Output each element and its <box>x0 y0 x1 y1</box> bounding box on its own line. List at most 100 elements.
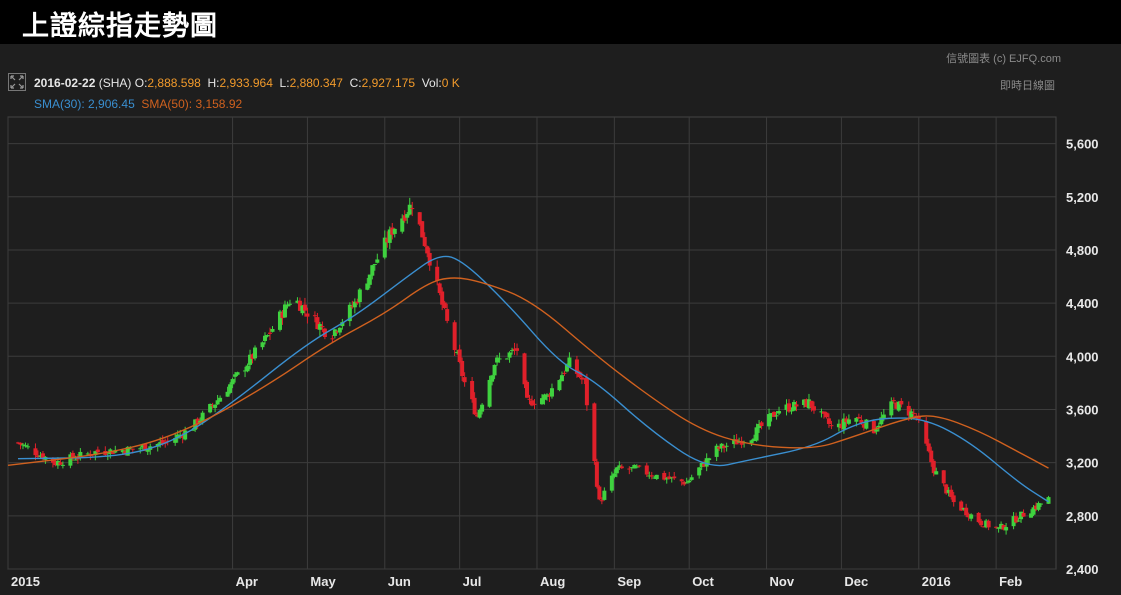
candle-down <box>320 326 325 328</box>
candle-down <box>929 450 934 463</box>
chart-panel[interactable]: 2,400 2,800 3,200 3,600 4,000 4,400 4,800 5,200… <box>0 44 1121 595</box>
candle-up <box>946 490 951 493</box>
candle-down <box>532 403 537 405</box>
candle-down <box>525 381 530 398</box>
candle-up <box>60 464 65 466</box>
candle-up <box>846 419 851 424</box>
candle-up <box>225 391 230 397</box>
candle-down <box>839 424 844 429</box>
candle-down <box>899 400 904 405</box>
candle-up <box>332 329 337 336</box>
candle-up <box>1019 511 1024 520</box>
x-tick-label: Apr <box>236 574 258 589</box>
candle-down <box>445 309 450 321</box>
candle-up <box>714 445 719 457</box>
expand-icon[interactable] <box>8 73 26 91</box>
candle-up <box>984 520 989 528</box>
sma-legend: SMA(30): 2,906.45 SMA(50): 3,158.92 <box>34 97 242 111</box>
candle-up <box>93 451 98 456</box>
candle-down <box>644 465 649 475</box>
candle-down <box>1021 512 1026 517</box>
candle-down <box>70 452 75 459</box>
candle-up <box>719 443 724 449</box>
candle-up <box>455 351 460 353</box>
candle-down <box>981 526 986 528</box>
y-tick-label: 3,600 <box>1066 402 1099 417</box>
candle-down <box>18 442 23 445</box>
candle-down <box>794 404 799 407</box>
candle-up <box>382 237 387 258</box>
candle-up <box>749 440 754 444</box>
candle-down <box>667 476 672 479</box>
candle-up <box>218 397 223 402</box>
candle-down <box>906 405 911 416</box>
y-tick-label: 5,200 <box>1066 190 1099 205</box>
candle-up <box>510 350 515 352</box>
candle-up <box>1046 497 1051 504</box>
candle-up <box>1039 503 1044 505</box>
candle-down <box>130 448 135 450</box>
legend-low-value: 2,880.347 <box>289 76 343 90</box>
candle-up <box>337 327 342 333</box>
candle-down <box>547 395 552 397</box>
candle-down <box>619 466 624 469</box>
candle-down <box>1001 524 1006 530</box>
candle-up <box>405 213 410 218</box>
y-tick-label: 2,800 <box>1066 509 1099 524</box>
candle-up <box>120 450 125 453</box>
candle-down <box>926 443 931 452</box>
candle-up <box>20 444 25 446</box>
candle-down <box>702 463 707 467</box>
candle-down <box>410 208 415 210</box>
candle-down <box>165 440 170 442</box>
candle-down <box>944 484 949 494</box>
candle-down <box>425 246 430 254</box>
candle-down <box>931 460 936 474</box>
candle-down <box>110 451 115 454</box>
candle-up <box>614 467 619 474</box>
candle-up <box>874 429 879 432</box>
sma30-line <box>17 255 1049 503</box>
candle-up <box>208 403 213 413</box>
candle-down <box>844 418 849 423</box>
candle-down <box>577 371 582 378</box>
candle-up <box>128 448 133 450</box>
candle-down <box>979 520 984 526</box>
sma50-line <box>7 277 1049 469</box>
candle-up <box>282 304 287 318</box>
candle-down <box>722 445 727 448</box>
candle-down <box>824 412 829 418</box>
candle-up <box>602 490 607 500</box>
candle-down <box>15 442 20 444</box>
candle-up <box>228 384 233 393</box>
candle-up <box>73 459 78 461</box>
candle-up <box>632 464 637 469</box>
candle-up <box>934 471 939 475</box>
sma30-label: SMA(30): <box>34 97 85 111</box>
candle-up <box>999 523 1004 529</box>
candle-up <box>567 357 572 368</box>
candle-up <box>375 259 380 263</box>
candle-up <box>340 322 345 327</box>
candle-up <box>497 358 502 360</box>
candle-up <box>140 445 145 448</box>
y-tick-label: 2,400 <box>1066 562 1099 577</box>
chart-canvas[interactable]: 2,400 2,800 3,200 3,600 4,000 4,400 4,800 5,200… <box>0 44 1121 595</box>
candle-down <box>637 465 642 467</box>
legend-date: 2016-02-22 <box>34 76 96 90</box>
candle-down <box>941 470 946 484</box>
candle-up <box>505 358 510 360</box>
candle-up <box>1031 507 1036 515</box>
sma50-value: 3,158.92 <box>195 97 243 111</box>
legend-close-value: 2,927.175 <box>361 76 416 90</box>
candle-up <box>400 218 405 232</box>
candle-down <box>315 317 320 330</box>
candle-down <box>911 412 916 414</box>
candle-up <box>1036 503 1041 510</box>
candle-up <box>85 453 90 455</box>
candle-up <box>647 475 652 477</box>
legend-o-label: O: <box>134 76 148 90</box>
candle-up <box>777 411 782 414</box>
realtime-label: 即時日線圖 <box>1000 80 1055 92</box>
candle-down <box>335 331 340 333</box>
